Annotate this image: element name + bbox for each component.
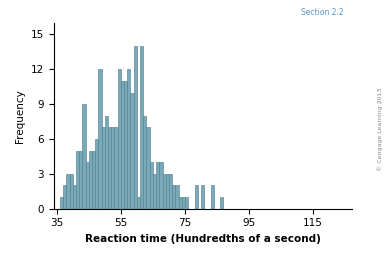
Bar — [114, 127, 118, 209]
Bar — [69, 174, 73, 209]
Bar — [179, 197, 182, 209]
Bar — [140, 46, 143, 209]
Bar — [185, 197, 188, 209]
Bar — [134, 46, 137, 209]
Text: © Cengage Learning 2013: © Cengage Learning 2013 — [378, 88, 383, 171]
Bar — [98, 69, 102, 209]
Bar — [118, 69, 121, 209]
Bar — [82, 104, 85, 209]
Bar — [143, 116, 147, 209]
Bar — [79, 151, 82, 209]
Bar — [195, 185, 198, 209]
Bar — [105, 116, 108, 209]
Bar — [127, 69, 130, 209]
Bar — [169, 174, 172, 209]
Bar — [176, 185, 179, 209]
Y-axis label: Frequency: Frequency — [15, 89, 25, 143]
Bar — [124, 81, 127, 209]
Bar — [60, 197, 63, 209]
X-axis label: Reaction time (Hundredths of a second): Reaction time (Hundredths of a second) — [85, 234, 321, 244]
Bar — [137, 197, 140, 209]
Bar — [89, 151, 92, 209]
Bar — [63, 185, 66, 209]
Bar — [150, 162, 153, 209]
Bar — [121, 81, 124, 209]
Bar — [166, 174, 169, 209]
Bar — [201, 185, 204, 209]
Bar — [220, 197, 223, 209]
Bar — [159, 162, 163, 209]
Bar — [156, 162, 159, 209]
Bar — [130, 92, 134, 209]
Bar — [85, 162, 89, 209]
Text: Section 2.2: Section 2.2 — [301, 8, 343, 17]
Bar — [95, 139, 98, 209]
Bar — [92, 151, 95, 209]
Bar — [211, 185, 214, 209]
Bar — [153, 174, 156, 209]
Bar — [172, 185, 176, 209]
Bar — [66, 174, 69, 209]
Bar — [108, 127, 111, 209]
Bar — [111, 127, 114, 209]
Bar — [76, 151, 79, 209]
Bar — [147, 127, 150, 209]
Bar — [102, 127, 105, 209]
Bar — [163, 174, 166, 209]
Bar — [73, 185, 76, 209]
Bar — [182, 197, 185, 209]
